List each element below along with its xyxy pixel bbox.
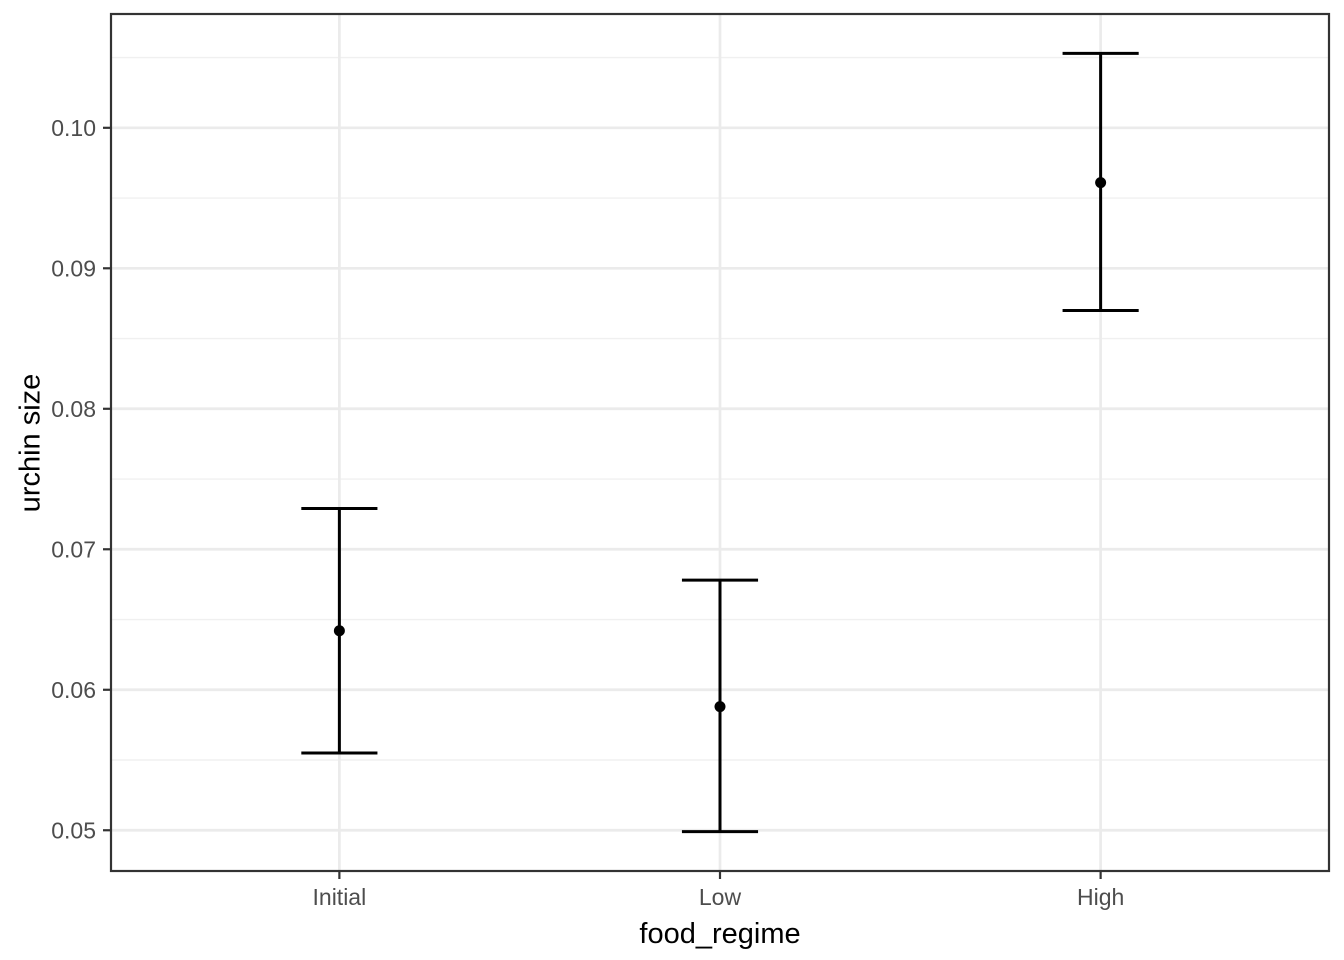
x-tick-label-low: Low bbox=[699, 884, 742, 910]
y-tick-label: 0.08 bbox=[51, 396, 96, 422]
mean-point-high bbox=[1095, 177, 1107, 189]
x-tick-label-initial: Initial bbox=[313, 884, 367, 910]
y-tick-label: 0.07 bbox=[51, 536, 96, 562]
y-tick-label: 0.09 bbox=[51, 255, 96, 281]
y-tick-label: 0.10 bbox=[51, 115, 96, 141]
y-axis-title: urchin size bbox=[14, 373, 47, 513]
y-tick-label: 0.06 bbox=[51, 677, 96, 703]
mean-point-low bbox=[714, 701, 726, 713]
x-tick-label-high: High bbox=[1077, 884, 1124, 910]
x-axis-title: food_regime bbox=[639, 918, 801, 950]
mean-point-initial bbox=[333, 625, 345, 637]
y-tick-label: 0.05 bbox=[51, 817, 96, 843]
